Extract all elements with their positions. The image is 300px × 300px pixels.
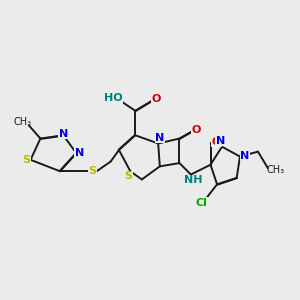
Text: O: O: [152, 94, 161, 104]
Text: S: S: [89, 166, 97, 176]
Text: N: N: [59, 129, 68, 139]
Text: O: O: [191, 125, 200, 135]
Text: N: N: [240, 151, 250, 160]
Text: HO: HO: [104, 93, 123, 103]
Text: CH₃: CH₃: [13, 117, 32, 127]
Text: NH: NH: [184, 176, 203, 185]
Text: S: S: [125, 171, 133, 181]
Text: N: N: [155, 133, 164, 142]
Text: O: O: [212, 137, 221, 147]
Text: S: S: [23, 155, 31, 165]
Text: N: N: [216, 136, 225, 146]
Text: Cl: Cl: [196, 198, 208, 208]
Text: N: N: [75, 148, 84, 158]
Text: CH₃: CH₃: [267, 165, 285, 175]
